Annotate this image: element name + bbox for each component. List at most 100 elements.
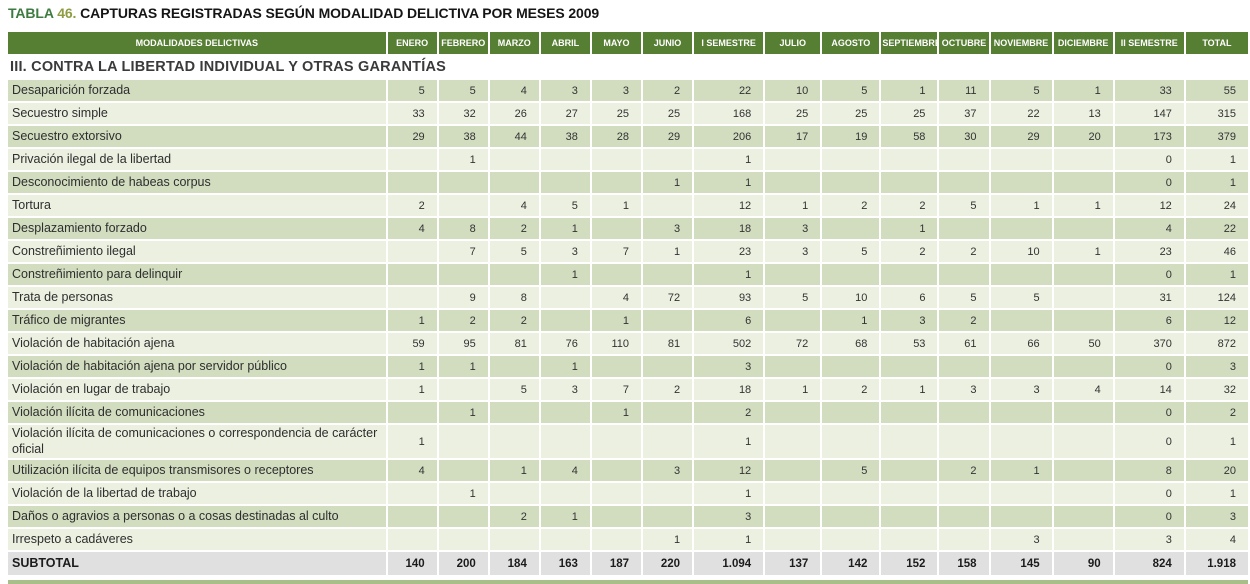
data-table: MODALIDADES DELICTIVAS ENERO FEBRERO MARZO A… <box>8 32 1248 578</box>
table-cell: 3 <box>938 378 991 402</box>
table-cell: 1 <box>693 171 766 195</box>
table-cell: 1 <box>880 378 940 402</box>
table-cell <box>821 505 882 530</box>
column-header: TOTAL <box>1184 32 1248 54</box>
table-cell <box>764 263 823 287</box>
table-cell <box>821 171 882 195</box>
table-cell: 2 <box>437 309 490 333</box>
table-cell: 379 <box>1184 125 1248 149</box>
table-cell: 25 <box>642 102 695 126</box>
table-cell: 5 <box>938 286 991 310</box>
table-cell: 5 <box>821 459 882 484</box>
table-cell <box>1052 482 1115 507</box>
table-cell: 1 <box>1184 263 1248 287</box>
table-cell <box>437 459 490 484</box>
table-header-row: MODALIDADES DELICTIVAS ENERO FEBRERO MARZO A… <box>8 32 1248 54</box>
table-cell <box>488 263 541 287</box>
table-cell: 1 <box>1184 424 1248 461</box>
table-cell: 0 <box>1113 401 1186 425</box>
row-label: Violación en lugar de trabajo <box>8 378 388 402</box>
table-cell: 1 <box>693 424 766 461</box>
table-cell <box>989 309 1054 333</box>
table-cell: 5 <box>488 378 541 402</box>
table-cell <box>880 482 940 507</box>
table-cell <box>590 505 644 530</box>
table-cell <box>938 401 991 425</box>
table-cell: 20 <box>1184 459 1248 484</box>
table-cell <box>938 171 991 195</box>
table-cell: 10 <box>764 79 823 103</box>
row-label: Constreñimiento para delinquir <box>8 263 388 287</box>
table-cell: 12 <box>1184 309 1248 333</box>
table-cell: 1 <box>642 528 695 553</box>
table-cell: 206 <box>693 125 766 149</box>
table-cell: 4 <box>488 194 541 218</box>
table-row: Daños o agravios a personas o a cosas de… <box>8 505 1248 530</box>
table-cell: 44 <box>488 125 541 149</box>
table-cell: 7 <box>590 378 644 402</box>
table-cell <box>642 263 695 287</box>
table-cell <box>880 148 940 172</box>
table-cell <box>880 528 940 553</box>
column-header: II SEMESTRE <box>1113 32 1186 54</box>
table-cell: 23 <box>693 240 766 264</box>
table-cell: 220 <box>642 551 695 578</box>
table-cell <box>880 424 940 461</box>
table-row: Constreñimiento ilegal 7 5 3 7 1 23 3 5 2 2 10 1 23 46 <box>8 240 1248 264</box>
row-label: SUBTOTAL <box>8 551 388 578</box>
column-header: DICIEMBRE <box>1052 32 1115 54</box>
table-cell: 81 <box>642 332 695 356</box>
table-cell: 1 <box>539 505 592 530</box>
table-cell <box>989 505 1054 530</box>
table-cell: 13 <box>1052 102 1115 126</box>
table-cell: 124 <box>1184 286 1248 310</box>
table-row: Desplazamiento forzado 4 8 2 1 3 18 3 1 4 22 <box>8 217 1248 241</box>
table-cell: 81 <box>488 332 541 356</box>
table-cell: 4 <box>488 79 541 103</box>
row-label: Desconocimiento de habeas corpus <box>8 171 388 195</box>
table-cell: 1 <box>488 459 541 484</box>
table-cell: 55 <box>1184 79 1248 103</box>
table-cell <box>642 505 695 530</box>
table-cell: 1 <box>1052 194 1115 218</box>
table-cell <box>764 355 823 379</box>
table-cell: 1 <box>590 401 644 425</box>
table-cell: 173 <box>1113 125 1186 149</box>
title-text: CAPTURAS REGISTRADAS SEGÚN MODALIDAD DEL… <box>76 5 600 21</box>
table-cell <box>539 148 592 172</box>
table-cell: 0 <box>1113 482 1186 507</box>
table-cell <box>764 505 823 530</box>
table-cell <box>1052 148 1115 172</box>
table-cell: 1 <box>1052 240 1115 264</box>
table-cell: 2 <box>693 401 766 425</box>
table-cell: 61 <box>938 332 991 356</box>
table-cell <box>488 148 541 172</box>
table-cell: 76 <box>539 332 592 356</box>
table-cell: 4 <box>1184 528 1248 553</box>
table-cell <box>642 148 695 172</box>
table-cell: 3 <box>1184 505 1248 530</box>
bottom-divider <box>8 580 1248 584</box>
table-cell: 4 <box>1113 217 1186 241</box>
table-cell <box>488 528 541 553</box>
page-title: TABLA 46. CAPTURAS REGISTRADAS SEGÚN MOD… <box>8 5 1250 21</box>
table-cell <box>590 355 644 379</box>
table-cell <box>989 148 1054 172</box>
table-cell: 1 <box>539 217 592 241</box>
table-cell <box>880 505 940 530</box>
table-cell: 31 <box>1113 286 1186 310</box>
table-cell: 25 <box>880 102 940 126</box>
table-cell: 2 <box>488 217 541 241</box>
table-cell: 93 <box>693 286 766 310</box>
table-cell: 2 <box>880 194 940 218</box>
row-label: Privación ilegal de la libertad <box>8 148 388 172</box>
table-cell: 30 <box>938 125 991 149</box>
table-cell <box>437 378 490 402</box>
table-cell <box>764 424 823 461</box>
table-cell <box>437 528 490 553</box>
table-cell <box>437 194 490 218</box>
table-cell: 3 <box>1113 528 1186 553</box>
table-cell: 1 <box>1184 482 1248 507</box>
table-cell: 1 <box>437 355 490 379</box>
table-row: Tortura 2 4 5 1 12 1 2 2 5 1 1 12 24 <box>8 194 1248 218</box>
